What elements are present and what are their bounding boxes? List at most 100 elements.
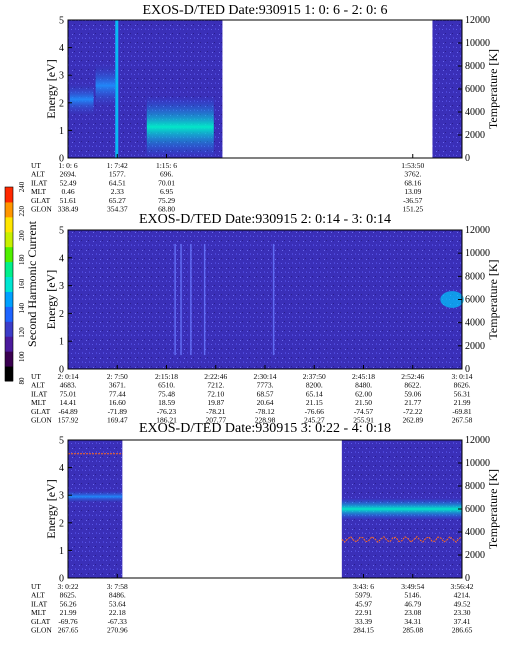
- vertical-streak: [174, 243, 176, 356]
- orbit-value: 75.29: [158, 196, 175, 205]
- orbit-value: 2:22:46: [204, 372, 227, 381]
- y2label: Temperature [K]: [486, 259, 500, 339]
- orbit-value: 68.16: [404, 178, 421, 187]
- orbit-value: 3671.: [109, 381, 126, 390]
- orbit-value: 696.: [160, 170, 173, 179]
- orbit-row-label: UT: [31, 372, 41, 381]
- ylabel: Energy [eV]: [44, 270, 58, 329]
- y2tick-label: 10000: [465, 38, 490, 49]
- orbit-value: 3:56:42: [451, 582, 474, 591]
- orbit-value: 5979.: [355, 591, 372, 600]
- spectrogram-segment: [68, 230, 462, 369]
- emission-band: [341, 497, 462, 521]
- orbit-row-label: GLAT: [31, 617, 51, 626]
- y2tick-label: 8000: [465, 61, 485, 72]
- colorbar-swatch: [5, 366, 13, 382]
- orbit-value: 3:49:54: [401, 582, 424, 591]
- orbit-value: 284.15: [353, 626, 374, 635]
- y2tick-label: 6000: [465, 295, 485, 306]
- colorbar-frame: [4, 186, 14, 382]
- orbit-row-label: MLT: [31, 398, 47, 407]
- orbit-value: 245.27: [304, 416, 325, 425]
- orbit-value: 8200.: [306, 381, 323, 390]
- orbit-value: 255.91: [353, 416, 374, 425]
- orbit-value: 2: 7:50: [107, 372, 128, 381]
- orbit-value: 262.89: [402, 416, 423, 425]
- orbit-value: 1577.: [109, 170, 126, 179]
- y2tick-label: 2000: [465, 130, 485, 141]
- y2tick-label: 2000: [465, 341, 485, 352]
- y2tick-label: 8000: [465, 271, 485, 282]
- orbit-row-label: ALT: [31, 381, 45, 390]
- colorbar-tick: 240: [18, 181, 26, 192]
- orbit-value: 286.65: [452, 626, 473, 635]
- orbit-value: 2:15:18: [155, 372, 178, 381]
- orbit-value: 7773.: [257, 381, 274, 390]
- colorbar-swatch: [5, 231, 13, 248]
- ytick-label: 4: [59, 463, 64, 474]
- orbit-value: 56.31: [454, 389, 471, 398]
- orbit-value: 70.01: [158, 178, 175, 187]
- y2tick-label: 4000: [465, 527, 485, 538]
- ytick-label: 2: [59, 518, 64, 529]
- panel-1: EXOS-D/TED Date:930915 1: 0: 6 - 2: 0: 6…: [31, 3, 500, 214]
- ytick-label: 0: [59, 154, 64, 165]
- emission-band: [146, 95, 214, 158]
- orbit-row-label: ALT: [31, 591, 45, 600]
- emission-line: [115, 20, 119, 158]
- y2tick-label: 12000: [465, 225, 490, 236]
- orbit-value: 157.92: [58, 416, 79, 425]
- orbit-value: 14.41: [60, 398, 77, 407]
- orbit-value: 2.33: [111, 187, 124, 196]
- colorbar: 80 100 120 140 160 180 200 220 240 Second Harmoni…: [4, 181, 39, 385]
- orbit-value: 16.60: [109, 398, 126, 407]
- orbit-value: -69.76: [58, 617, 78, 626]
- orbit-value: 2694.: [60, 170, 77, 179]
- orbit-value: 3762.: [404, 170, 421, 179]
- y2label: Temperature [K]: [486, 49, 500, 129]
- orbit-value: 1: 7:42: [107, 161, 128, 170]
- orbit-value: 2:52:46: [401, 372, 424, 381]
- orbit-value: -74.57: [354, 407, 374, 416]
- orbit-value: 18.59: [158, 398, 175, 407]
- orbit-value: 1: 0: 6: [58, 161, 77, 170]
- orbit-row-label: GLON: [31, 626, 52, 635]
- orbit-value: 59.06: [404, 389, 421, 398]
- colorbar-tick: 180: [18, 254, 26, 265]
- ytick-label: 1: [59, 126, 64, 137]
- orbit-value: 1:15: 6: [156, 161, 177, 170]
- colorbar-tick: 120: [18, 327, 26, 338]
- y2tick-label: 12000: [465, 435, 490, 446]
- colorbar-tick: 160: [18, 278, 26, 289]
- ytick-label: 3: [59, 491, 64, 502]
- orbit-value: 23.08: [404, 608, 421, 617]
- ylabel: Energy [eV]: [44, 59, 58, 118]
- y2tick-label: 12000: [465, 15, 490, 26]
- orbit-value: 77.44: [109, 389, 126, 398]
- orbit-value: -76.66: [305, 407, 325, 416]
- ytick-label: 0: [59, 365, 64, 376]
- y2tick-label: 6000: [465, 84, 485, 95]
- orbit-value: 65.14: [306, 389, 323, 398]
- orbit-row-label: GLAT: [31, 196, 51, 205]
- colorbar-swatch: [5, 306, 13, 322]
- orbit-row-label: UT: [31, 161, 41, 170]
- orbit-value: 65.27: [109, 196, 126, 205]
- ytick-label: 4: [59, 253, 64, 264]
- y2tick-label: 4000: [465, 107, 485, 118]
- y2tick-label: 0: [465, 573, 470, 584]
- colorbar-tick: 100: [18, 351, 26, 362]
- y2tick-label: 4000: [465, 318, 485, 329]
- orbit-row-label: ILAT: [31, 599, 48, 608]
- orbit-row-label: ILAT: [31, 178, 48, 187]
- orbit-value: 338.49: [58, 205, 79, 214]
- emission-band: [95, 61, 116, 110]
- ytick-label: 0: [59, 574, 64, 585]
- y2tick-label: 2000: [465, 550, 485, 561]
- colorbar-label: Second Harmonic Current: [25, 220, 39, 347]
- orbit-value: 21.99: [454, 398, 471, 407]
- colorbar-swatch: [5, 351, 13, 367]
- ylabel: Energy [eV]: [44, 479, 58, 538]
